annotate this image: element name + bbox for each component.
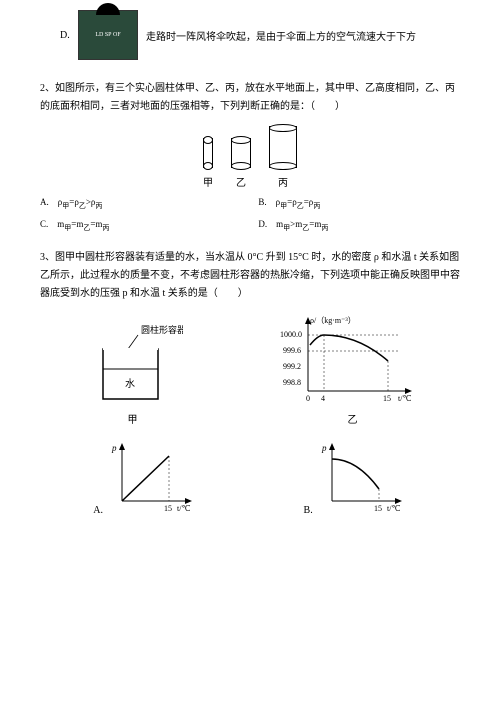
container-figure: 圆柱形容器 水 甲 [83, 321, 183, 426]
q3-option-a: A. p 15 t/℃ [93, 441, 197, 516]
density-svg: ρ/（kg·m⁻³） 1000.0 999.6 999.2 998.8 0 4 … [268, 311, 418, 411]
svg-text:0: 0 [306, 394, 310, 403]
option-a-label: A. [93, 505, 103, 516]
fig1-label: 甲 [83, 411, 183, 426]
q2-option-a: A. ρ甲=ρ乙>ρ丙 [40, 195, 242, 211]
svg-text:998.8: 998.8 [283, 378, 301, 387]
container-svg: 圆柱形容器 水 [83, 321, 183, 411]
cylinder-2: 乙 [231, 138, 251, 189]
svg-text:p: p [111, 443, 117, 453]
svg-text:p: p [321, 443, 327, 453]
container-label-text: 圆柱形容器 [141, 324, 183, 335]
umbrella-icon [96, 3, 120, 15]
q2-option-d: D. m甲>m乙=m丙 [258, 217, 460, 233]
q2-options-cd: C. m甲=m乙=m丙 D. m甲>m乙=m丙 [40, 217, 460, 233]
density-graph: ρ/（kg·m⁻³） 1000.0 999.6 999.2 998.8 0 4 … [268, 311, 418, 426]
photo-text: LD SP OF [95, 32, 120, 38]
q3-options-ab: A. p 15 t/℃ B. p 15 t/℃ [40, 441, 460, 516]
q2-text: 2、如图所示，有三个实心圆柱体甲、乙、丙，放在水平地面上，其中甲、乙高度相同，乙… [40, 80, 460, 116]
q2-options-ab: A. ρ甲=ρ乙>ρ丙 B. ρ甲=ρ乙=ρ丙 [40, 195, 460, 211]
option-d-text: 走路时一阵风将伞吹起，是由于伞面上方的空气流速大于下方 [146, 28, 416, 43]
svg-text:15: 15 [374, 504, 382, 513]
svg-text:999.6: 999.6 [283, 346, 301, 355]
fig2-label: 乙 [288, 411, 418, 426]
q1-option-d: D. LD SP OF 走路时一阵风将伞吹起，是由于伞面上方的空气流速大于下方 [60, 10, 460, 60]
q3-text: 3、图甲中圆柱形容器装有适量的水，当水温从 0°C 升到 15°C 时，水的密度… [40, 249, 460, 303]
cylinder-1: 甲 [203, 138, 213, 189]
option-a-graph: p 15 t/℃ [107, 441, 197, 516]
svg-text:t/℃: t/℃ [177, 504, 190, 513]
svg-text:999.2: 999.2 [283, 362, 301, 371]
q2-option-c: C. m甲=m乙=m丙 [40, 217, 242, 233]
cylinder-3: 丙 [269, 126, 297, 189]
water-text: 水 [125, 378, 135, 390]
umbrella-photo: LD SP OF [78, 10, 138, 60]
svg-text:1000.0: 1000.0 [280, 330, 302, 339]
svg-text:15: 15 [383, 394, 391, 403]
option-d-label: D. [60, 30, 78, 41]
svg-text:ρ/（kg·m⁻³）: ρ/（kg·m⁻³） [310, 316, 356, 325]
q3-number: 3、 [40, 252, 55, 263]
cylinder-diagram: 甲 乙 丙 [40, 126, 460, 189]
option-b-graph: p 15 t/℃ [317, 441, 407, 516]
q2-option-b: B. ρ甲=ρ乙=ρ丙 [258, 195, 460, 211]
q3-figures: 圆柱形容器 水 甲 ρ/（kg·m⁻³） 1000.0 999.6 999.2 … [40, 311, 460, 426]
option-b-label: B. [304, 505, 313, 516]
svg-text:4: 4 [321, 394, 325, 403]
q2-number: 2、 [40, 83, 55, 94]
svg-text:15: 15 [164, 504, 172, 513]
svg-text:t/℃: t/℃ [398, 394, 411, 403]
q3-option-b: B. p 15 t/℃ [304, 441, 407, 516]
svg-text:t/℃: t/℃ [387, 504, 400, 513]
